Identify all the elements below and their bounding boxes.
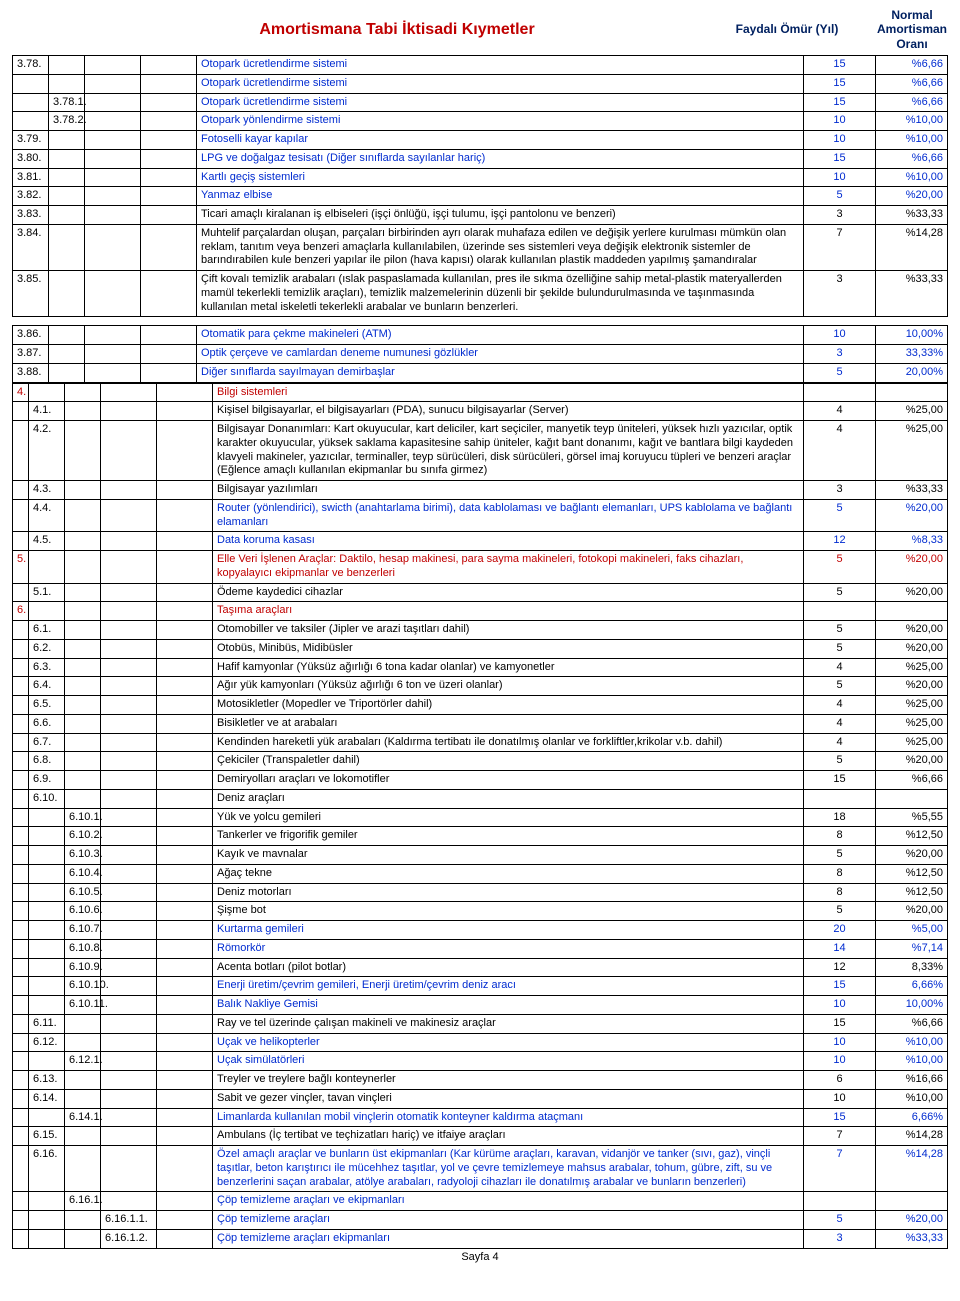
table-row: 6.14.Sabit ve gezer vinçler, tavan vinçl… xyxy=(13,1089,948,1108)
table-row: 6.Taşıma araçları xyxy=(13,602,948,621)
table-row: 4.5.Data koruma kasası12%8,33 xyxy=(13,532,948,551)
table-row: 6.12.Uçak ve helikopterler10%10,00 xyxy=(13,1033,948,1052)
table-row: 3.78.2.Otopark yönlendirme sistemi10%10,… xyxy=(13,112,948,131)
table-row: 6.10.6.Şişme bot5%20,00 xyxy=(13,902,948,921)
table-row: 4.3.Bilgisayar yazılımları3%33,33 xyxy=(13,481,948,500)
table-row: 5.Elle Veri İşlenen Araçlar: Daktilo, he… xyxy=(13,551,948,584)
table-row: 6.11.Ray ve tel üzerinde çalışan makinel… xyxy=(13,1014,948,1033)
table-row: 3.78.1.Otopark ücretlendirme sistemi15%6… xyxy=(13,93,948,112)
table-row: 5.1.Ödeme kaydedici cihazlar5%20,00 xyxy=(13,583,948,602)
table-row: 6.4.Ağır yük kamyonları (Yüksüz ağırlığı… xyxy=(13,677,948,696)
header-title: Amortismana Tabi İktisadi Kıymetler xyxy=(212,21,582,39)
table-row: 6.16.1.2.Çöp temizleme araçları ekipmanl… xyxy=(13,1229,948,1248)
table-row: 6.9.Demiryolları araçları ve lokomotifle… xyxy=(13,771,948,790)
table-row: 6.10.11.Balık Nakliye Gemisi1010,00% xyxy=(13,996,948,1015)
table-row: 6.10.5.Deniz motorları8%12,50 xyxy=(13,883,948,902)
table-row: 6.5.Motosikletler (Mopedler ve Triportör… xyxy=(13,696,948,715)
table-row: 3.79.Fotoselli kayar kapılar10%10,00 xyxy=(13,131,948,150)
table-row: 6.10.2.Tankerler ve frigorifik gemiler8%… xyxy=(13,827,948,846)
table-row: 6.7.Kendinden hareketli yük arabaları (K… xyxy=(13,733,948,752)
depreciation-table-bottom: 4.Bilgi sistemleri4.1.Kişisel bilgisayar… xyxy=(12,383,948,1249)
page-header: Amortismana Tabi İktisadi Kıymetler Fayd… xyxy=(12,8,948,51)
table-row: 6.10.1.Yük ve yolcu gemileri18%5,55 xyxy=(13,808,948,827)
depreciation-table-top: 3.78.Otopark ücretlendirme sistemi15%6,6… xyxy=(12,55,948,317)
table-row: 6.10.9.Acenta botları (pilot botlar)128,… xyxy=(13,958,948,977)
table-row: 4.2.Bilgisayar Donanımları: Kart okuyucu… xyxy=(13,421,948,481)
table-row: 6.16.Özel amaçlı araçlar ve bunların üst… xyxy=(13,1146,948,1192)
table-row: 6.2.Otobüs, Minibüs, Midibüsler5%20,00 xyxy=(13,639,948,658)
table-row: 3.78.Otopark ücretlendirme sistemi15%6,6… xyxy=(13,56,948,75)
table-row: 6.16.1.Çöp temizleme araçları ve ekipman… xyxy=(13,1192,948,1211)
table-row: Otopark ücretlendirme sistemi15%6,66 xyxy=(13,74,948,93)
table-row: 6.10.7.Kurtarma gemileri20%5,00 xyxy=(13,921,948,940)
table-row: 6.10.Deniz araçları xyxy=(13,789,948,808)
header-depreciation-rate: Normal Amortisman Oranı xyxy=(862,8,960,51)
table-row: 3.80.LPG ve doğalgaz tesisatı (Diğer sın… xyxy=(13,149,948,168)
table-row: 3.83.Ticari amaçlı kiralanan iş elbisele… xyxy=(13,206,948,225)
table-row: 6.14.1.Limanlarda kullanılan mobil vinçl… xyxy=(13,1108,948,1127)
table-row: 4.1.Kişisel bilgisayarlar, el bilgisayar… xyxy=(13,402,948,421)
header-useful-life: Faydalı Ömür (Yıl) xyxy=(712,22,862,36)
table-row: 4.4.Router (yönlendirici), swicth (anaht… xyxy=(13,499,948,532)
depreciation-table-mid: 3.86.Otomatik para çekme makineleri (ATM… xyxy=(12,325,948,382)
table-row: 6.1.Otomobiller ve taksiler (Jipler ve a… xyxy=(13,621,948,640)
table-row: 3.81.Kartlı geçiş sistemleri10%10,00 xyxy=(13,168,948,187)
table-row: 6.3.Hafif kamyonlar (Yüksüz ağırlığı 6 t… xyxy=(13,658,948,677)
table-row: 3.87.Optik çerçeve ve camlardan deneme n… xyxy=(13,345,948,364)
table-row: 6.10.10.Enerji üretim/çevrim gemileri, E… xyxy=(13,977,948,996)
table-row: 6.16.1.1.Çöp temizleme araçları5%20,00 xyxy=(13,1211,948,1230)
table-row: 6.10.8.Römorkör14%7,14 xyxy=(13,939,948,958)
table-row: 3.86.Otomatik para çekme makineleri (ATM… xyxy=(13,326,948,345)
table-row: 3.85.Çift kovalı temizlik arabaları (ısl… xyxy=(13,271,948,317)
table-row: 3.88.Diğer sınıflarda sayılmayan demirba… xyxy=(13,363,948,382)
page-footer: Sayfa 4 xyxy=(12,1249,948,1263)
table-row: 4.Bilgi sistemleri xyxy=(13,383,948,402)
table-row: 6.15.Ambulans (İç tertibat ve teçhizatla… xyxy=(13,1127,948,1146)
table-row: 3.84.Muhtelif parçalardan oluşan, parçal… xyxy=(13,224,948,270)
table-row: 6.12.1.Uçak simülatörleri10%10,00 xyxy=(13,1052,948,1071)
table-row: 6.6.Bisikletler ve at arabaları4%25,00 xyxy=(13,714,948,733)
table-row: 6.8.Çekiciler (Transpaletler dahil)5%20,… xyxy=(13,752,948,771)
table-row: 6.13.Treyler ve treylere bağlı konteyner… xyxy=(13,1071,948,1090)
table-row: 3.82.Yanmaz elbise5%20,00 xyxy=(13,187,948,206)
table-row: 6.10.3.Kayık ve mavnalar5%20,00 xyxy=(13,846,948,865)
table-row: 6.10.4.Ağaç tekne8%12,50 xyxy=(13,864,948,883)
